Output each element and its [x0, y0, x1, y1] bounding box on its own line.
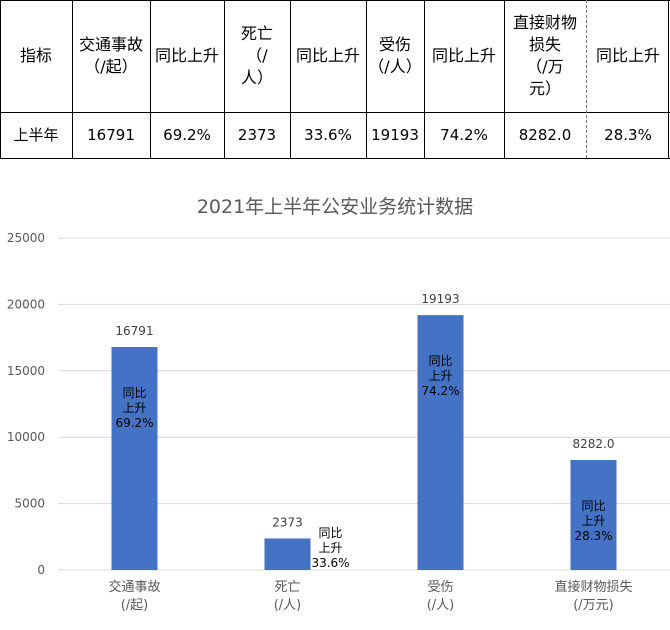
bar — [570, 460, 617, 570]
y-tick-label: 10000 — [7, 430, 45, 444]
table-border — [224, 0, 225, 158]
annotation-label: 同比上升 74.2% — [421, 354, 459, 398]
x-tick-label: 直接财物损失(/万元) — [554, 579, 632, 613]
table-data-cell: 33.6% — [304, 125, 352, 144]
table-border — [0, 0, 670, 1]
annotation-label: 同比上升 69.2% — [115, 386, 153, 430]
table-border — [0, 112, 670, 113]
table-data-cell: 上半年 — [13, 125, 59, 144]
table-border — [72, 0, 73, 158]
x-tick-label: 交通事故(/起) — [108, 579, 160, 613]
x-tick-label: 受伤(/人) — [427, 580, 455, 613]
bars — [111, 315, 617, 570]
value-label: 16791 — [115, 324, 153, 338]
table-header-cell: 交通事故 （/起） — [78, 35, 143, 76]
table-data-cell: 69.2% — [163, 125, 211, 144]
y-axis-ticks: 0 5000 10000 15000 20000 25000 — [7, 231, 45, 577]
statistics-table: 指标 交通事故 （/起） 同比上升 死亡 （/ 人） 同比上升 受伤 （/人） 同比上升 直接… — [0, 0, 670, 160]
y-tick-label: 5000 — [14, 497, 45, 511]
value-label: 8282.0 — [573, 437, 615, 451]
bar — [264, 538, 311, 570]
table-border — [0, 0, 1, 158]
table-data-cell: 28.3% — [604, 125, 652, 144]
annotation-label: 同比上升 28.3% — [574, 499, 612, 543]
table-data-cell: 8282.0 — [518, 125, 572, 144]
y-tick-label: 25000 — [7, 231, 45, 245]
data-labels: 16791 同比上升 69.2% 2373 同比上升 33.6% 19193 同比上升 74.2… — [115, 292, 614, 570]
bar-chart: 2021年上半年公安业务统计数据 0 5000 10000 15000 20000 250… — [7, 196, 670, 613]
table-data-cell: 2373 — [237, 125, 277, 144]
table-header-cell: 死亡 （/ 人） — [240, 24, 273, 87]
chart-title: 2021年上半年公安业务统计数据 — [197, 196, 473, 218]
table-header-cell: 指标 — [19, 46, 52, 65]
table-header-cell: 同比上升 — [295, 46, 360, 65]
table-border — [586, 0, 587, 158]
value-label: 19193 — [421, 292, 459, 306]
table-header-cell: 受伤 （/人） — [368, 35, 422, 76]
value-label: 2373 — [272, 515, 303, 529]
table-data-cell: 16791 — [87, 125, 135, 144]
bar — [417, 315, 464, 570]
table-header-cell: 同比上升 — [431, 46, 496, 65]
x-axis-labels: 交通事故(/起) 死亡(/人) 受伤(/人) 直接财物损失(/万元) — [108, 579, 632, 613]
y-tick-label: 0 — [37, 563, 45, 577]
y-tick-label: 20000 — [7, 297, 45, 311]
table-border — [290, 0, 291, 158]
annotation-label: 同比上升 33.6% — [311, 526, 349, 570]
table-border — [366, 0, 367, 158]
gridlines — [58, 237, 670, 571]
x-tick-label: 死亡(/人) — [274, 580, 302, 613]
table-border — [668, 0, 669, 158]
table-header-cell: 直接财物 损失 （/万 元） — [512, 13, 577, 98]
table-data-cell: 19193 — [371, 125, 419, 144]
table-header-cell: 同比上升 — [154, 46, 219, 65]
table-border — [0, 158, 670, 159]
table-border — [150, 0, 151, 158]
y-tick-label: 15000 — [7, 364, 45, 378]
table-data-cell: 74.2% — [440, 125, 488, 144]
bar — [111, 347, 158, 570]
table-border — [504, 0, 505, 158]
table-border — [424, 0, 425, 158]
table-header-cell: 同比上升 — [595, 46, 660, 65]
